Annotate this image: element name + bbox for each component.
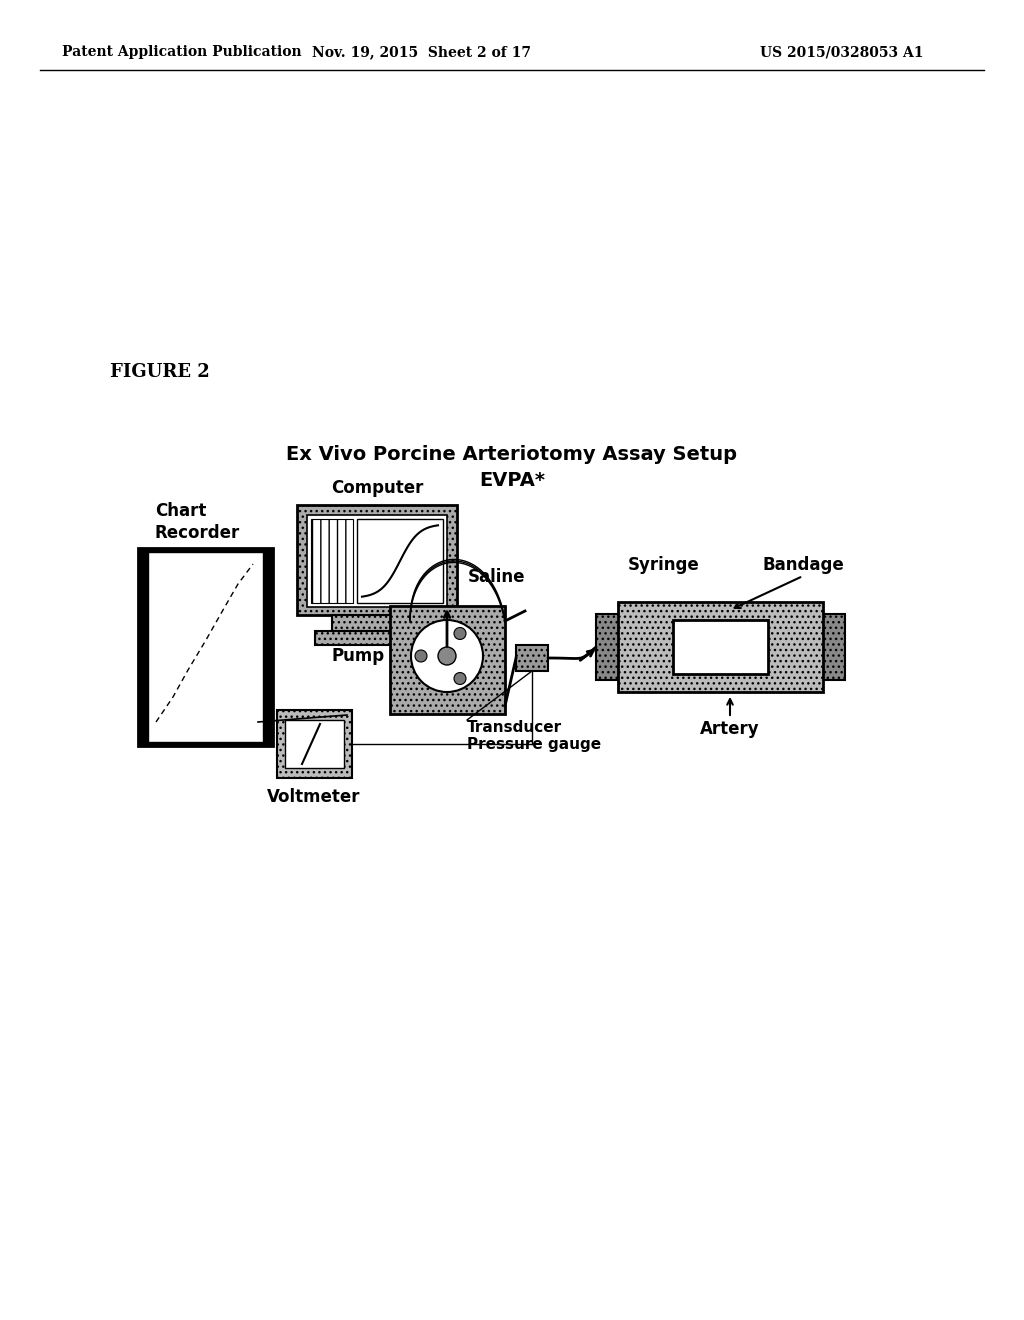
Bar <box>357 519 443 603</box>
Text: Bandage: Bandage <box>762 556 844 574</box>
Circle shape <box>438 647 456 665</box>
Bar <box>307 515 447 607</box>
Text: Patent Application Publication: Patent Application Publication <box>62 45 302 59</box>
Circle shape <box>415 649 427 663</box>
Bar <box>138 548 273 746</box>
Bar <box>821 614 845 680</box>
Circle shape <box>454 627 466 639</box>
Text: Nov. 19, 2015  Sheet 2 of 17: Nov. 19, 2015 Sheet 2 of 17 <box>312 45 531 59</box>
Bar <box>148 552 263 742</box>
Text: US 2015/0328053 A1: US 2015/0328053 A1 <box>760 45 924 59</box>
Text: Saline: Saline <box>468 568 525 586</box>
Text: Artery: Artery <box>700 719 760 738</box>
Bar <box>390 606 505 714</box>
Bar <box>315 631 437 645</box>
Bar <box>311 519 353 603</box>
Bar <box>285 719 344 768</box>
Text: Transducer
Pressure gauge: Transducer Pressure gauge <box>467 719 601 752</box>
Bar <box>297 506 457 615</box>
Text: Syringe: Syringe <box>628 556 699 574</box>
Bar <box>332 615 420 631</box>
Bar <box>278 710 352 777</box>
Text: Pump: Pump <box>332 647 385 665</box>
Bar <box>673 620 768 675</box>
Text: Voltmeter: Voltmeter <box>267 788 360 807</box>
Circle shape <box>454 672 466 685</box>
Text: Computer: Computer <box>331 479 423 498</box>
Bar <box>596 614 620 680</box>
Bar <box>516 645 548 671</box>
Text: Chart
Recorder: Chart Recorder <box>155 502 241 543</box>
Circle shape <box>411 620 483 692</box>
Text: FIGURE 2: FIGURE 2 <box>110 363 210 381</box>
Text: EVPA*: EVPA* <box>479 470 545 490</box>
Bar <box>618 602 823 692</box>
Text: Ex Vivo Porcine Arteriotomy Assay Setup: Ex Vivo Porcine Arteriotomy Assay Setup <box>287 446 737 465</box>
